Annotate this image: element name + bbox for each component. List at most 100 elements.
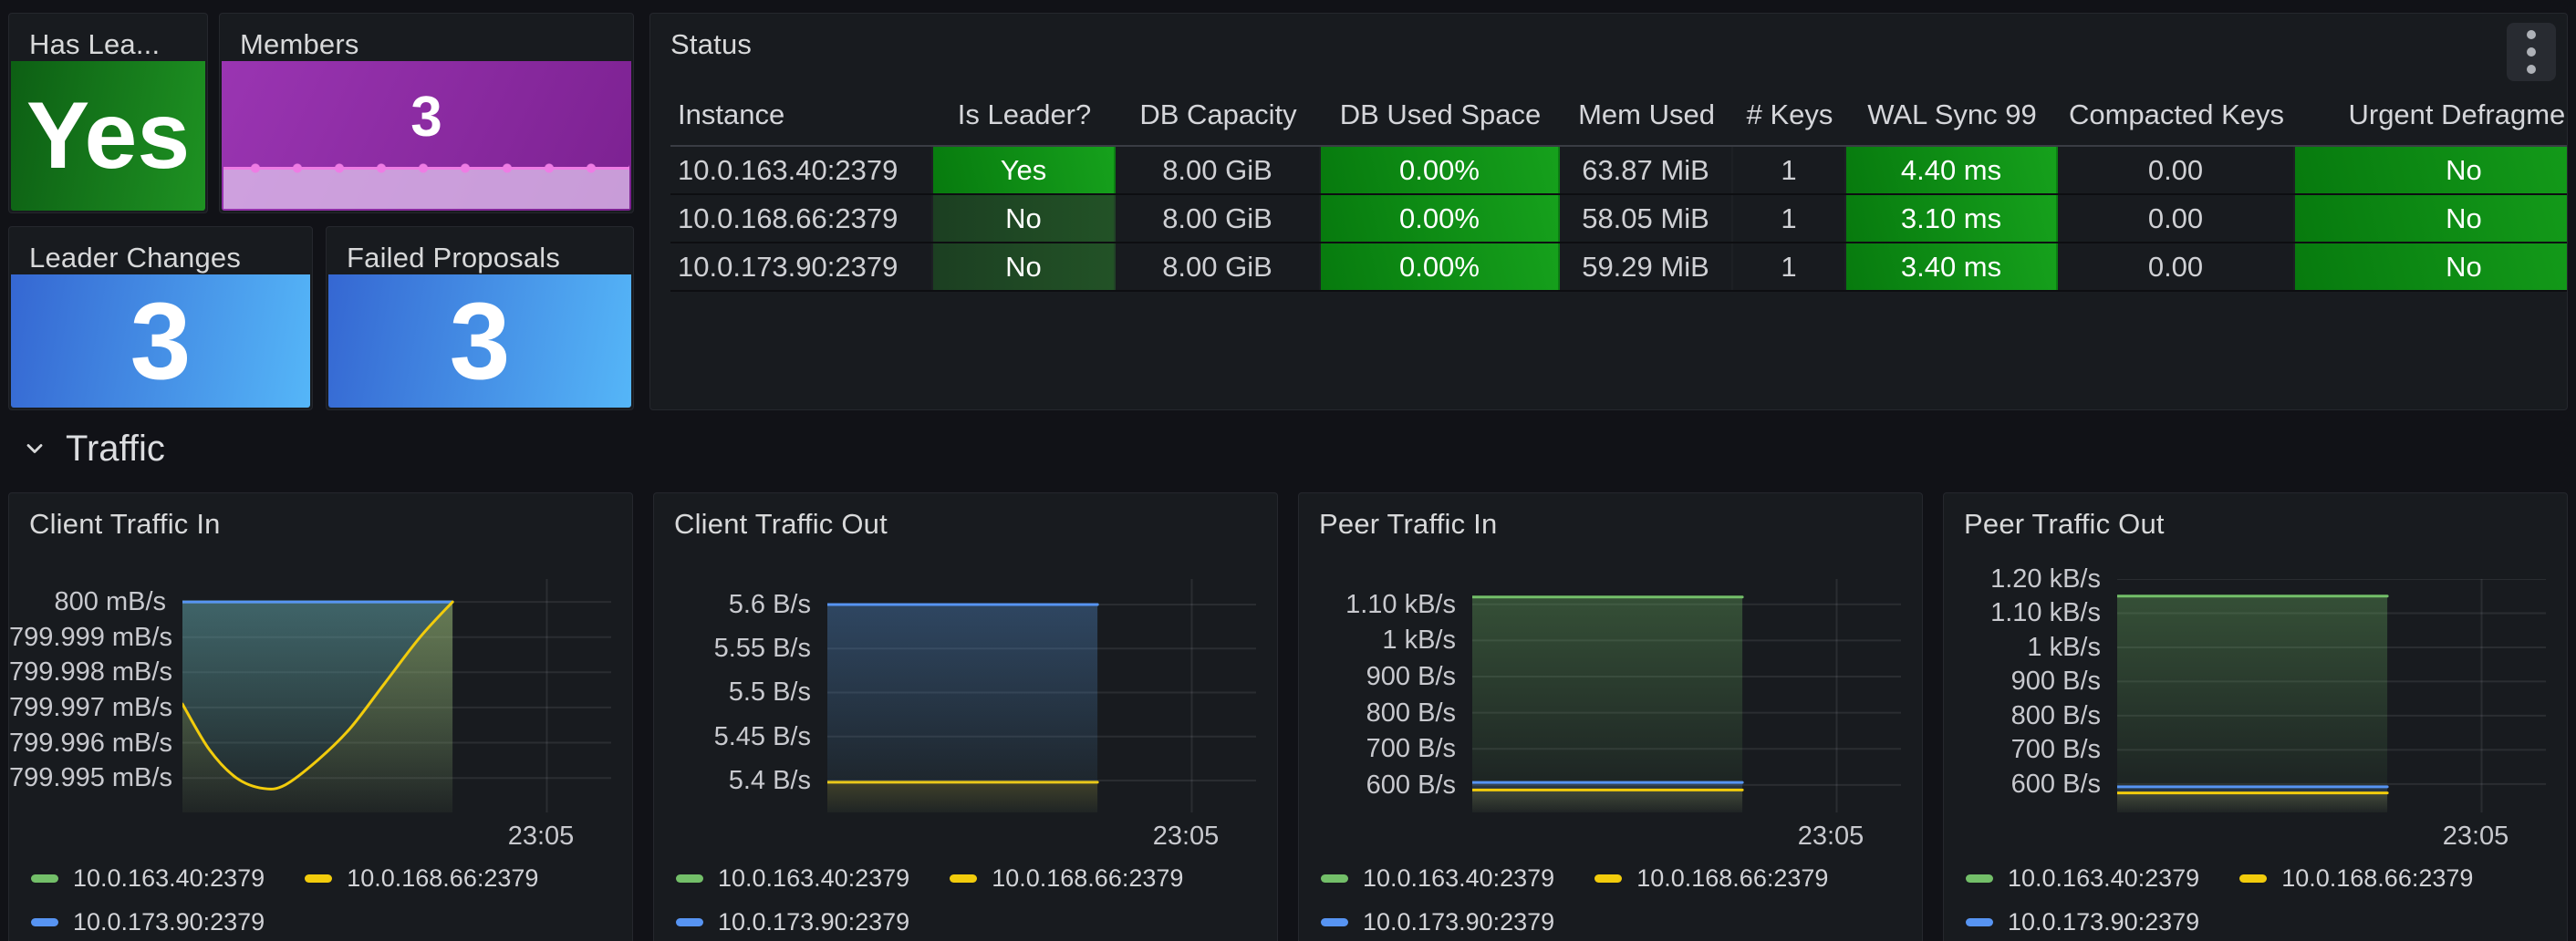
y-axis-tick-label: 800 B/s: [1366, 698, 1456, 728]
cell-wal_sync: 4.40 ms: [1846, 147, 2058, 193]
legend-item[interactable]: 10.0.168.66:2379: [950, 864, 1183, 893]
y-axis-tick-label: 5.5 B/s: [728, 677, 811, 708]
cell-compacted: 0.00: [2058, 243, 2295, 290]
cell-keys: 1: [1733, 243, 1846, 290]
panel-title[interactable]: Leader Changes: [29, 242, 242, 274]
legend-item[interactable]: 10.0.173.90:2379: [1321, 908, 1554, 936]
chart-legend: 10.0.163.40:2379 10.0.168.66:2379 10.0.173…: [31, 856, 623, 941]
legend-item[interactable]: 10.0.163.40:2379: [1321, 864, 1554, 893]
x-axis-label: 23:05: [1152, 822, 1220, 851]
column-header-urgent_defrag[interactable]: Urgent Defragmen: [2348, 98, 2568, 130]
column-header-mem_used[interactable]: Mem Used: [1578, 98, 1715, 130]
legend-label: 10.0.163.40:2379: [73, 863, 265, 892]
kebab-menu-icon[interactable]: [2507, 23, 2556, 81]
y-axis-tick-label: 800 B/s: [2010, 700, 2101, 730]
legend-swatch: [1966, 874, 1993, 883]
y-axis: 1.10 kB/s 1 kB/s 900 B/s 800 B/s 700 B/s 600 …: [1299, 579, 1456, 812]
column-header-db_used[interactable]: DB Used Space: [1339, 98, 1542, 130]
y-axis-tick-label: 5.4 B/s: [728, 765, 811, 795]
legend-swatch: [1966, 917, 1993, 926]
legend-label: 10.0.163.40:2379: [1363, 863, 1555, 892]
panel-title[interactable]: Peer Traffic In: [1319, 508, 1498, 540]
legend-label: 10.0.173.90:2379: [1363, 907, 1555, 936]
legend-swatch: [676, 874, 703, 883]
panel-title[interactable]: Members: [240, 28, 359, 60]
status-table-header: Instance Is Leader? DB Capacity DB Used Spa…: [670, 85, 2567, 147]
column-header-wal_sync[interactable]: WAL Sync 99: [1867, 98, 2037, 130]
stat-background: 3: [328, 274, 631, 408]
status-row: 10.0.168.66:2379 No 8.00 GiB 0.00% 58.05 MiB…: [670, 195, 2567, 243]
panel-leader-changes: Leader Changes 3: [8, 226, 313, 410]
x-axis-label: 23:05: [1797, 822, 1864, 851]
legend-swatch: [31, 874, 58, 883]
cell-db_used: 0.00%: [1321, 195, 1560, 242]
panel-failed-proposals: Failed Proposals 3: [326, 226, 634, 410]
y-axis-tick-label: 600 B/s: [1366, 770, 1456, 800]
cell-instance: 10.0.163.40:2379: [670, 147, 933, 193]
legend-label: 10.0.163.40:2379: [2008, 863, 2200, 892]
y-axis-tick-label: 600 B/s: [2010, 769, 2101, 799]
legend-item[interactable]: 10.0.163.40:2379: [31, 864, 265, 893]
y-axis-tick-label: 5.45 B/s: [713, 721, 811, 751]
panel-title[interactable]: Has Lea...: [29, 28, 161, 60]
legend-label: 10.0.168.66:2379: [992, 863, 1184, 892]
column-header-instance[interactable]: Instance: [678, 98, 785, 130]
column-header-keys[interactable]: # Keys: [1746, 98, 1833, 130]
legend-item[interactable]: 10.0.168.66:2379: [2239, 864, 2473, 893]
legend-swatch: [31, 917, 58, 926]
cell-keys: 1: [1733, 147, 1846, 193]
legend-item[interactable]: 10.0.163.40:2379: [1966, 864, 2199, 893]
status-row: 10.0.173.90:2379 No 8.00 GiB 0.00% 59.29 MiB…: [670, 243, 2567, 292]
y-axis: 1.20 kB/s 1.10 kB/s 1 kB/s 900 B/s 800 B/s 70…: [1944, 565, 2101, 812]
legend-swatch: [2239, 874, 2268, 883]
y-axis: 5.6 B/s 5.55 B/s 5.5 B/s 5.45 B/s 5.4 B/s: [654, 579, 811, 812]
legend-item[interactable]: 10.0.168.66:2379: [1594, 864, 1828, 893]
panel-title[interactable]: Failed Proposals: [347, 242, 561, 274]
panel-title[interactable]: Peer Traffic Out: [1964, 508, 2165, 540]
legend-item[interactable]: 10.0.173.90:2379: [31, 908, 265, 936]
cell-is_leader: No: [933, 195, 1116, 242]
legend-label: 10.0.168.66:2379: [347, 863, 539, 892]
cell-instance: 10.0.173.90:2379: [670, 243, 933, 290]
cell-urgent_defrag: No: [2295, 147, 2567, 193]
legend-label: 10.0.173.90:2379: [73, 907, 265, 936]
sparkline-dots: [223, 162, 629, 174]
stat-background: 3: [222, 61, 631, 211]
status-table-body: 10.0.163.40:2379 Yes 8.00 GiB 0.00% 63.87 Mi…: [670, 147, 2567, 292]
column-header-compacted[interactable]: Compacted Keys: [2068, 98, 2285, 130]
legend-swatch: [676, 917, 703, 926]
panel-title[interactable]: Client Traffic In: [29, 508, 221, 540]
cell-urgent_defrag: No: [2295, 243, 2567, 290]
column-header-db_capacity[interactable]: DB Capacity: [1139, 98, 1297, 130]
y-axis-tick-label: 799.995 mB/s: [9, 763, 172, 793]
chart-plot[interactable]: [826, 579, 1256, 812]
legend-item[interactable]: 10.0.168.66:2379: [305, 864, 538, 893]
legend-item[interactable]: 10.0.163.40:2379: [676, 864, 909, 893]
legend-label: 10.0.168.66:2379: [2281, 863, 2474, 892]
panel-title[interactable]: Client Traffic Out: [674, 508, 888, 540]
y-axis-tick-label: 700 B/s: [2010, 735, 2101, 765]
legend-swatch: [305, 874, 333, 883]
chart-plot[interactable]: [2115, 578, 2546, 812]
cell-db_capacity: 8.00 GiB: [1116, 147, 1321, 193]
panel-peer-traffic-out: Peer Traffic Out 1.20 kB/s 1.10 kB/s 1 kB/…: [1943, 492, 2568, 941]
section-title[interactable]: Traffic: [66, 428, 165, 469]
chevron-down-icon[interactable]: [22, 436, 47, 461]
panel-client-traffic-in: Client Traffic In 800 mB/s 799.999 mB/s 79…: [8, 492, 633, 941]
legend-swatch: [1594, 874, 1623, 883]
legend-item[interactable]: 10.0.173.90:2379: [676, 908, 909, 936]
column-header-is_leader[interactable]: Is Leader?: [957, 98, 1092, 130]
chart-legend: 10.0.163.40:2379 10.0.168.66:2379 10.0.173…: [676, 856, 1268, 941]
chart-plot[interactable]: [1470, 579, 1901, 812]
chart-plot[interactable]: [181, 579, 611, 812]
y-axis: 800 mB/s 799.999 mB/s 799.998 mB/s 799.997 …: [9, 579, 172, 812]
panel-title[interactable]: Status: [670, 28, 753, 60]
stat-value: 3: [449, 280, 511, 402]
legend-item[interactable]: 10.0.173.90:2379: [1966, 908, 2199, 936]
legend-label: 10.0.163.40:2379: [718, 863, 910, 892]
cell-db_capacity: 8.00 GiB: [1116, 243, 1321, 290]
stat-background: 3: [11, 274, 310, 408]
stat-value: 3: [410, 86, 442, 149]
panel-members: Members 3: [219, 13, 634, 213]
section-traffic[interactable]: Traffic: [22, 427, 165, 470]
